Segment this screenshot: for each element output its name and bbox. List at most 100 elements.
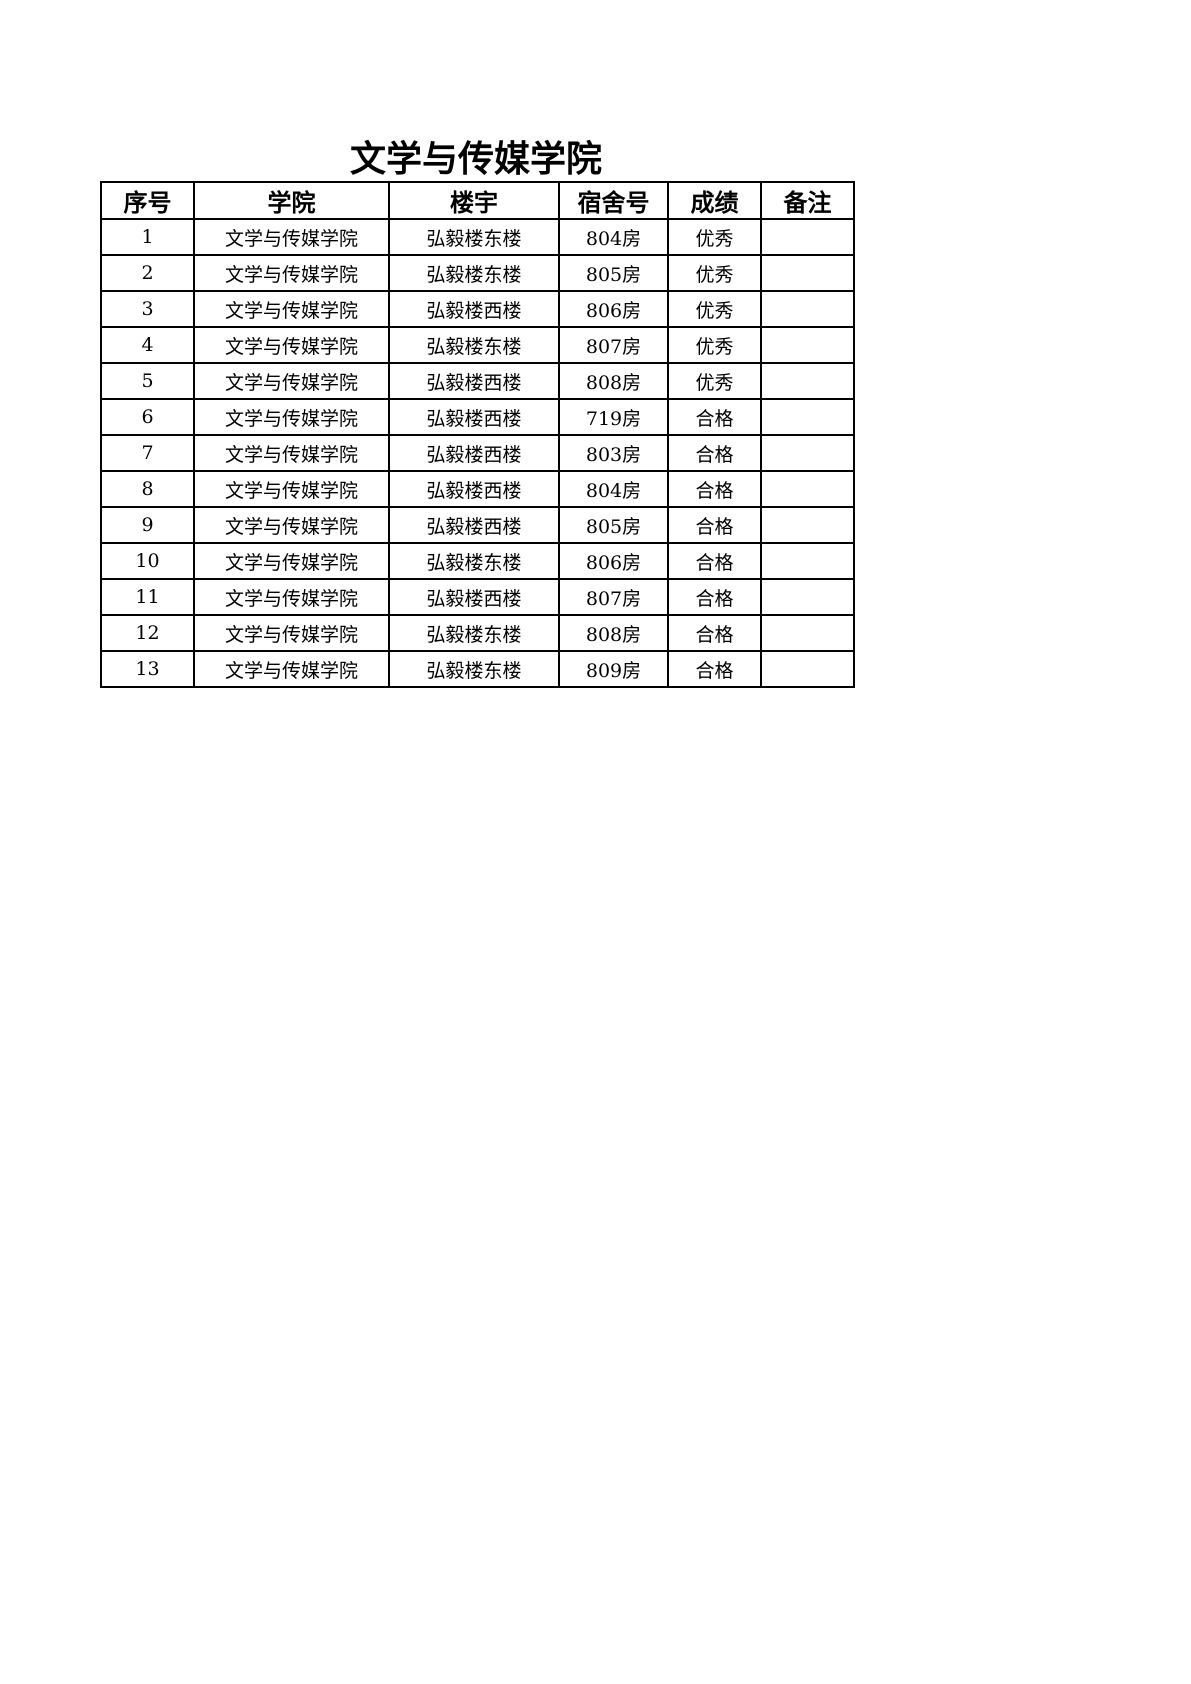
- cell-col-college: 文学与传媒学院: [193, 578, 390, 616]
- cell-col-room: 806房: [558, 290, 669, 328]
- cell-col-grade: 合格: [667, 434, 762, 472]
- cell-col-remark: [760, 578, 855, 616]
- cell-col-college: 文学与传媒学院: [193, 470, 390, 508]
- dormitory-table: 序号 学院 楼宇 宿舍号 成绩 备注 1 文学与传媒学院 弘毅楼东楼 804房 优秀 2 文学与传媒学…: [100, 181, 855, 688]
- header-col-remark: 备注: [760, 181, 855, 220]
- table-row: 12 文学与传媒学院 弘毅楼东楼 808房 合格: [100, 614, 855, 652]
- cell-col-remark: [760, 254, 855, 292]
- cell-col-remark: [760, 326, 855, 364]
- cell-col-college: 文学与传媒学院: [193, 650, 390, 688]
- cell-col-college: 文学与传媒学院: [193, 362, 390, 400]
- cell-col-index: 6: [100, 398, 195, 436]
- cell-col-grade: 合格: [667, 614, 762, 652]
- table-row: 7 文学与传媒学院 弘毅楼西楼 803房 合格: [100, 434, 855, 472]
- header-col-college: 学院: [193, 181, 390, 220]
- cell-col-building: 弘毅楼西楼: [388, 362, 560, 400]
- cell-col-index: 2: [100, 254, 195, 292]
- cell-col-college: 文学与传媒学院: [193, 614, 390, 652]
- table-row: 10 文学与传媒学院 弘毅楼东楼 806房 合格: [100, 542, 855, 580]
- cell-col-index: 9: [100, 506, 195, 544]
- cell-col-room: 805房: [558, 506, 669, 544]
- cell-col-grade: 合格: [667, 506, 762, 544]
- table-row: 11 文学与传媒学院 弘毅楼西楼 807房 合格: [100, 578, 855, 616]
- cell-col-college: 文学与传媒学院: [193, 254, 390, 292]
- cell-col-building: 弘毅楼西楼: [388, 398, 560, 436]
- cell-col-remark: [760, 362, 855, 400]
- header-col-grade: 成绩: [667, 181, 762, 220]
- cell-col-room: 807房: [558, 578, 669, 616]
- cell-col-room: 719房: [558, 398, 669, 436]
- cell-col-grade: 优秀: [667, 218, 762, 256]
- cell-col-index: 3: [100, 290, 195, 328]
- table-row: 4 文学与传媒学院 弘毅楼东楼 807房 优秀: [100, 326, 855, 364]
- cell-col-index: 13: [100, 650, 195, 688]
- cell-col-college: 文学与传媒学院: [193, 542, 390, 580]
- cell-col-grade: 优秀: [667, 254, 762, 292]
- cell-col-building: 弘毅楼东楼: [388, 326, 560, 364]
- cell-col-remark: [760, 218, 855, 256]
- cell-col-remark: [760, 290, 855, 328]
- cell-col-building: 弘毅楼西楼: [388, 470, 560, 508]
- cell-col-room: 808房: [558, 362, 669, 400]
- cell-col-building: 弘毅楼东楼: [388, 650, 560, 688]
- cell-col-college: 文学与传媒学院: [193, 290, 390, 328]
- cell-col-room: 804房: [558, 218, 669, 256]
- cell-col-index: 11: [100, 578, 195, 616]
- cell-col-index: 12: [100, 614, 195, 652]
- cell-col-grade: 优秀: [667, 290, 762, 328]
- cell-col-building: 弘毅楼西楼: [388, 434, 560, 472]
- cell-col-room: 804房: [558, 470, 669, 508]
- cell-col-building: 弘毅楼东楼: [388, 254, 560, 292]
- table-row: 8 文学与传媒学院 弘毅楼西楼 804房 合格: [100, 470, 855, 508]
- header-col-building: 楼宇: [388, 181, 560, 220]
- cell-col-remark: [760, 470, 855, 508]
- cell-col-building: 弘毅楼西楼: [388, 506, 560, 544]
- cell-col-remark: [760, 398, 855, 436]
- table-row: 6 文学与传媒学院 弘毅楼西楼 719房 合格: [100, 398, 855, 436]
- cell-col-room: 803房: [558, 434, 669, 472]
- cell-col-remark: [760, 614, 855, 652]
- table-row: 9 文学与传媒学院 弘毅楼西楼 805房 合格: [100, 506, 855, 544]
- cell-col-building: 弘毅楼西楼: [388, 290, 560, 328]
- cell-col-college: 文学与传媒学院: [193, 398, 390, 436]
- page-title: 文学与传媒学院: [349, 139, 602, 180]
- cell-col-room: 809房: [558, 650, 669, 688]
- cell-col-grade: 合格: [667, 470, 762, 508]
- cell-col-college: 文学与传媒学院: [193, 506, 390, 544]
- cell-col-grade: 合格: [667, 650, 762, 688]
- cell-col-remark: [760, 542, 855, 580]
- cell-col-college: 文学与传媒学院: [193, 218, 390, 256]
- header-row: 序号 学院 楼宇 宿舍号 成绩 备注: [100, 181, 855, 220]
- cell-col-grade: 合格: [667, 542, 762, 580]
- cell-col-index: 1: [100, 218, 195, 256]
- cell-col-room: 807房: [558, 326, 669, 364]
- cell-col-grade: 优秀: [667, 326, 762, 364]
- cell-col-grade: 优秀: [667, 362, 762, 400]
- cell-col-grade: 合格: [667, 578, 762, 616]
- cell-col-index: 5: [100, 362, 195, 400]
- cell-col-college: 文学与传媒学院: [193, 434, 390, 472]
- table-row: 2 文学与传媒学院 弘毅楼东楼 805房 优秀: [100, 254, 855, 292]
- cell-col-index: 8: [100, 470, 195, 508]
- cell-col-room: 808房: [558, 614, 669, 652]
- cell-col-remark: [760, 506, 855, 544]
- cell-col-room: 805房: [558, 254, 669, 292]
- table-row: 1 文学与传媒学院 弘毅楼东楼 804房 优秀: [100, 218, 855, 256]
- header-col-index: 序号: [100, 181, 195, 220]
- cell-col-index: 4: [100, 326, 195, 364]
- cell-col-building: 弘毅楼东楼: [388, 542, 560, 580]
- cell-col-remark: [760, 650, 855, 688]
- cell-col-building: 弘毅楼西楼: [388, 578, 560, 616]
- table-row: 5 文学与传媒学院 弘毅楼西楼 808房 优秀: [100, 362, 855, 400]
- cell-col-college: 文学与传媒学院: [193, 326, 390, 364]
- cell-col-index: 10: [100, 542, 195, 580]
- cell-col-grade: 合格: [667, 398, 762, 436]
- cell-col-building: 弘毅楼东楼: [388, 614, 560, 652]
- cell-col-remark: [760, 434, 855, 472]
- cell-col-building: 弘毅楼东楼: [388, 218, 560, 256]
- table-row: 3 文学与传媒学院 弘毅楼西楼 806房 优秀: [100, 290, 855, 328]
- cell-col-room: 806房: [558, 542, 669, 580]
- header-col-room: 宿舍号: [558, 181, 669, 220]
- table-row: 13 文学与传媒学院 弘毅楼东楼 809房 合格: [100, 650, 855, 688]
- cell-col-index: 7: [100, 434, 195, 472]
